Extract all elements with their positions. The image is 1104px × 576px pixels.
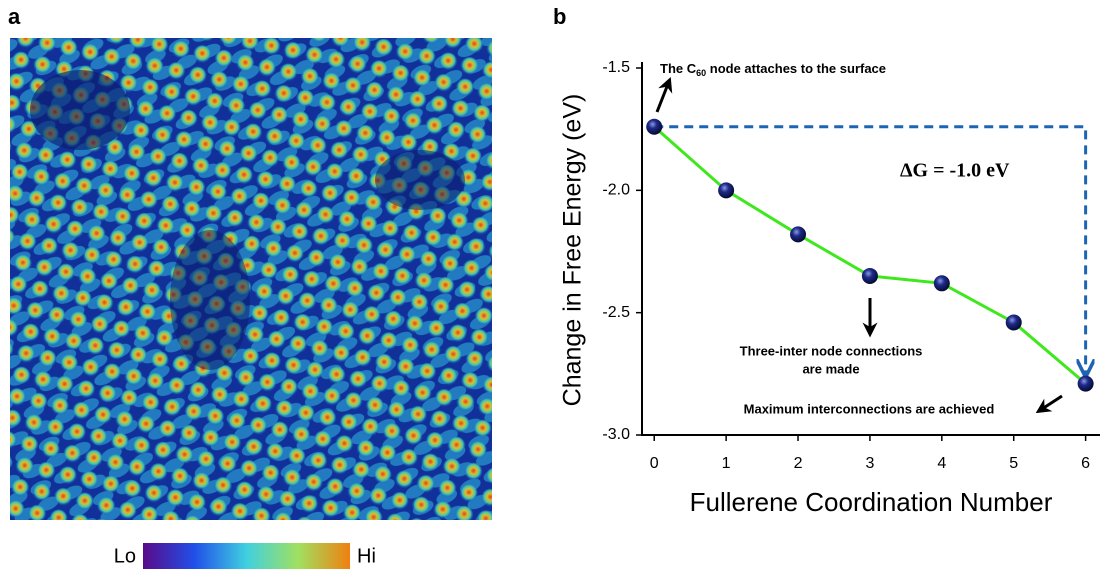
colorbar <box>143 543 350 569</box>
x-tick-label: 1 <box>722 455 731 472</box>
height-map <box>10 38 492 520</box>
data-point <box>1077 375 1094 392</box>
y-axis-label: Change in Free Energy (eV) <box>559 94 587 407</box>
panel-label: b <box>553 4 566 29</box>
x-tick-label: 4 <box>937 455 946 472</box>
colorbar-low: Lo <box>114 545 136 567</box>
annotation-text: node attaches to the surface <box>706 61 886 76</box>
y-tick-label: -1.5 <box>602 59 630 76</box>
annotation-text: The C <box>660 61 697 76</box>
x-tick-label: 3 <box>865 455 874 472</box>
arrow <box>1035 394 1063 414</box>
y-tick-label: -2.5 <box>602 304 630 321</box>
data-point <box>933 275 950 292</box>
data-point <box>861 267 878 284</box>
colorbar-high: Hi <box>357 545 376 567</box>
annotation: Maximum interconnections are achieved <box>744 401 995 416</box>
y-tick-label: -2.0 <box>602 182 630 199</box>
x-tick-label: 6 <box>1081 455 1090 472</box>
arrow <box>655 77 673 113</box>
annotation: The C60 node attaches to the surface <box>660 61 886 78</box>
annotation-subscript: 60 <box>696 68 706 78</box>
data-point <box>790 226 807 243</box>
x-tick-label: 5 <box>1009 455 1018 472</box>
x-tick-label: 0 <box>650 455 659 472</box>
data-point <box>718 182 735 199</box>
delta-g-bracket <box>654 125 1085 374</box>
delta-g: ΔG = -1.0 eV <box>900 160 1010 182</box>
annotation: are made <box>802 361 859 376</box>
data-point <box>646 118 663 135</box>
y-tick-label: -3.0 <box>602 426 630 443</box>
x-axis-label: Fullerene Coordination Number <box>690 487 1053 517</box>
panel-label: a <box>8 4 21 29</box>
annotation: Three-inter node connections <box>740 343 923 358</box>
x-tick-label: 2 <box>794 455 803 472</box>
data-point <box>1005 314 1022 331</box>
